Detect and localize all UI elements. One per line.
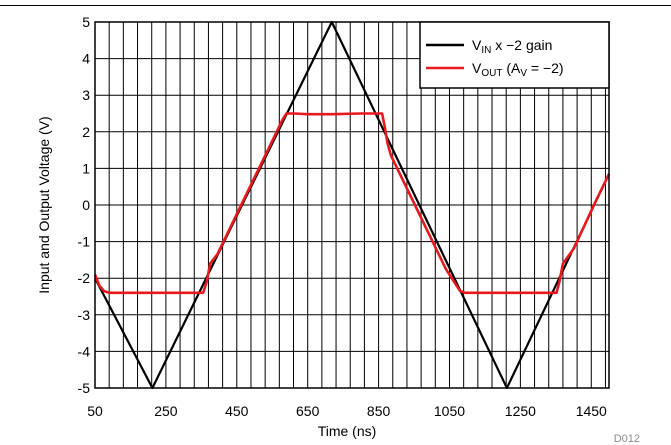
x-tick-label: 1250 <box>505 403 536 419</box>
x-axis-ticks: 50 250 450 650 850 1050 1250 1450 <box>87 403 607 419</box>
y-tick-label: 0 <box>82 197 90 213</box>
legend-entry-vout: VOUT (AV = −2) <box>472 60 564 79</box>
x-tick-label: 850 <box>367 403 391 419</box>
y-tick-label: 2 <box>82 124 90 140</box>
legend-vin-rest: x −2 gain <box>491 37 552 53</box>
x-axis-title: Time (ns) <box>318 423 377 439</box>
y-tick-label: -3 <box>78 307 91 323</box>
legend-vout-sub: OUT <box>481 68 502 79</box>
y-tick-label: 4 <box>82 51 90 67</box>
y-tick-label: -2 <box>78 270 91 286</box>
y-tick-label: 1 <box>82 160 90 176</box>
y-axis-ticks: 5 4 3 2 1 0 -1 -2 -3 -4 -5 <box>78 14 91 396</box>
legend-vout-rest2: = −2) <box>527 60 564 76</box>
legend: VIN x −2 gain VOUT (AV = −2) <box>419 21 610 89</box>
y-tick-label: -1 <box>78 234 91 250</box>
legend-box <box>419 21 610 89</box>
y-tick-label: -5 <box>78 380 91 396</box>
x-tick-label: 250 <box>154 403 178 419</box>
x-tick-label: 450 <box>225 403 249 419</box>
x-tick-label: 50 <box>87 403 103 419</box>
legend-vin-main: V <box>472 37 482 53</box>
legend-vout-sub2: V <box>520 68 527 79</box>
series-vout-line <box>93 112 611 295</box>
figure-code: D012 <box>614 433 640 445</box>
legend-vout-main: V <box>472 60 482 76</box>
plot-border <box>94 21 610 389</box>
legend-vin-sub: IN <box>481 45 491 56</box>
legend-vout-rest: (A <box>502 60 521 76</box>
y-axis-title: Input and Output Voltage (V) <box>36 116 52 293</box>
x-tick-label: 1450 <box>576 403 607 419</box>
x-tick-label: 1050 <box>434 403 465 419</box>
y-tick-label: 5 <box>82 14 90 30</box>
x-tick-label: 650 <box>296 403 320 419</box>
y-tick-label: 3 <box>82 87 90 103</box>
y-tick-label: -4 <box>78 343 91 359</box>
legend-entry-vin: VIN x −2 gain <box>472 37 552 56</box>
